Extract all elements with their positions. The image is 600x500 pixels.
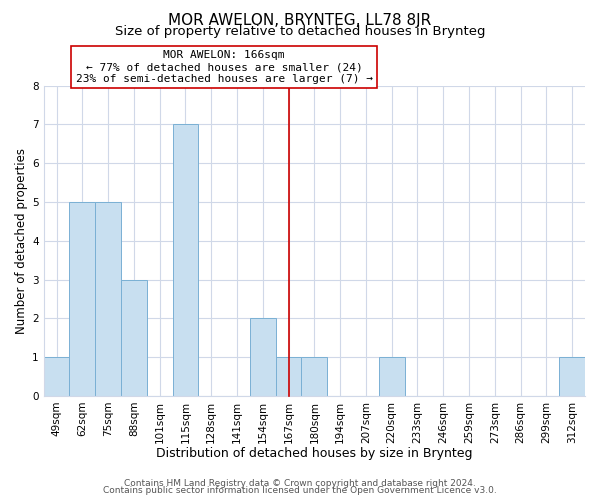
Bar	[250, 318, 275, 396]
Text: Contains public sector information licensed under the Open Government Licence v3: Contains public sector information licen…	[103, 486, 497, 495]
Y-axis label: Number of detached properties: Number of detached properties	[15, 148, 28, 334]
Bar	[95, 202, 121, 396]
Bar	[301, 357, 327, 396]
Bar	[44, 357, 70, 396]
Text: Size of property relative to detached houses in Brynteg: Size of property relative to detached ho…	[115, 25, 485, 38]
Text: Contains HM Land Registry data © Crown copyright and database right 2024.: Contains HM Land Registry data © Crown c…	[124, 478, 476, 488]
Bar	[173, 124, 199, 396]
Text: MOR AWELON: 166sqm
← 77% of detached houses are smaller (24)
23% of semi-detache: MOR AWELON: 166sqm ← 77% of detached hou…	[76, 50, 373, 84]
Bar	[379, 357, 404, 396]
Bar	[70, 202, 95, 396]
X-axis label: Distribution of detached houses by size in Brynteg: Distribution of detached houses by size …	[156, 447, 473, 460]
Bar	[559, 357, 585, 396]
Bar	[121, 280, 147, 396]
Text: MOR AWELON, BRYNTEG, LL78 8JR: MOR AWELON, BRYNTEG, LL78 8JR	[169, 12, 431, 28]
Bar	[275, 357, 301, 396]
